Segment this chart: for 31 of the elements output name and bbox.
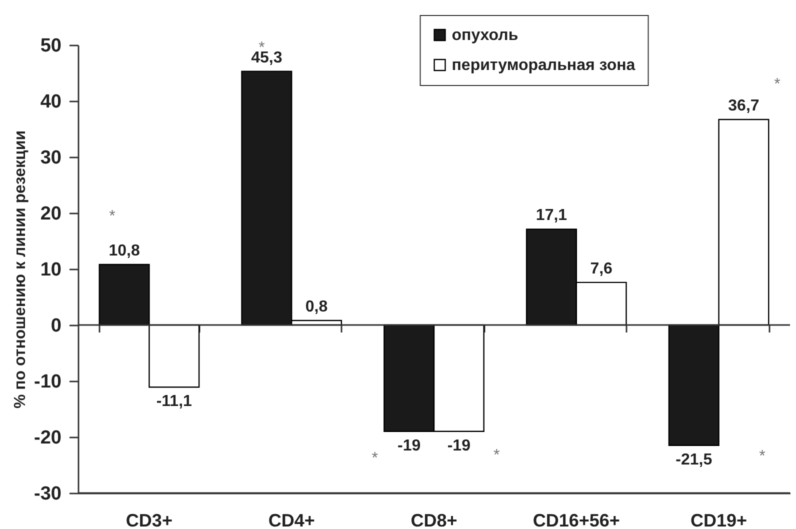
data-label: -11,1 bbox=[156, 393, 192, 410]
y-tick-label: -10 bbox=[34, 372, 62, 392]
y-tick-label: 0 bbox=[50, 316, 62, 336]
y-tick-label: 20 bbox=[40, 204, 62, 224]
data-label: 7,6 bbox=[590, 260, 613, 278]
x-tick-label: CD19+ bbox=[690, 510, 748, 529]
y-axis-title: % по отношению к линии резекции bbox=[12, 130, 30, 409]
data-label: 17,1 bbox=[536, 207, 568, 224]
data-label: -21,5 bbox=[676, 451, 712, 468]
y-tick-label: -30 bbox=[34, 484, 62, 504]
y-tick-label: 40 bbox=[40, 92, 62, 112]
data-label: -19 bbox=[447, 437, 471, 454]
annotation: * bbox=[372, 450, 378, 468]
x-tick-label: CD8+ bbox=[410, 510, 458, 529]
annotation: * bbox=[774, 76, 780, 93]
legend-label: опухоль bbox=[452, 27, 518, 44]
y-tick-label: 30 bbox=[40, 148, 62, 168]
annotation: * bbox=[109, 208, 116, 226]
x-tick-label: CD4+ bbox=[268, 510, 315, 529]
y-tick-label: 50 bbox=[40, 36, 62, 56]
data-label: -19 bbox=[398, 437, 421, 454]
data-label: 10,8 bbox=[108, 242, 140, 260]
data-label: 0,8 bbox=[305, 298, 328, 316]
x-tick-label: CD3+ bbox=[126, 510, 172, 529]
annotation: * bbox=[759, 448, 766, 465]
y-tick-label: -20 bbox=[34, 428, 62, 448]
y-tick-label: 10 bbox=[40, 260, 62, 280]
data-label: 36,7 bbox=[728, 97, 760, 114]
annotation: * bbox=[494, 446, 500, 464]
x-tick-label: CD16+56+ bbox=[532, 510, 620, 529]
legend-label: перитуморальная зона bbox=[452, 57, 636, 74]
